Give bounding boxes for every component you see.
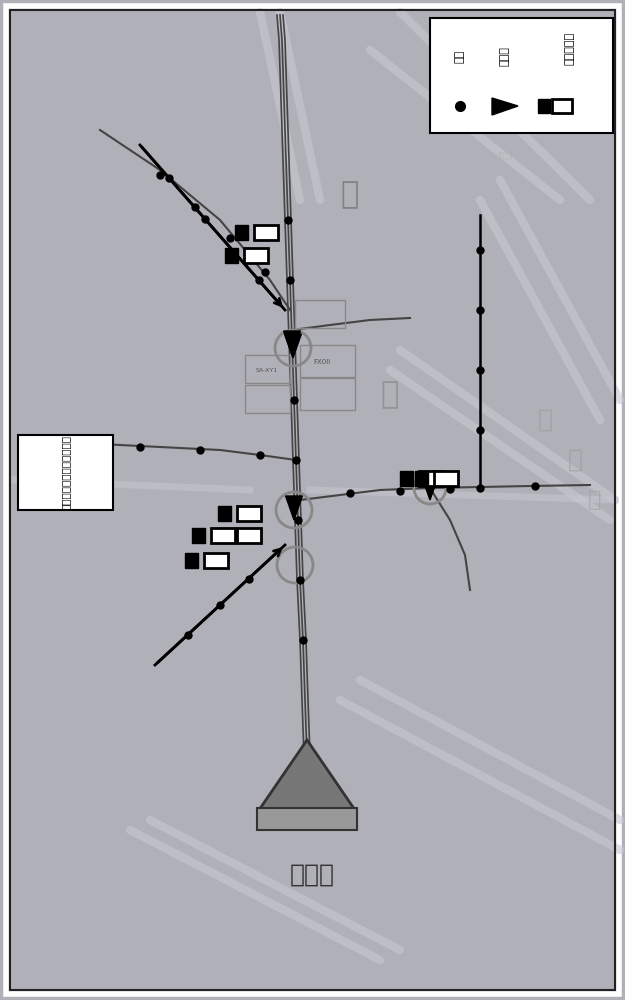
Text: 街: 街: [538, 408, 552, 432]
Bar: [192, 528, 205, 542]
Bar: [18, 435, 113, 510]
Bar: [238, 506, 261, 520]
Polygon shape: [492, 98, 518, 115]
Bar: [254, 225, 278, 239]
Text: 电杆: 电杆: [455, 49, 465, 63]
Text: FX0II: FX0II: [313, 359, 331, 365]
Bar: [245, 385, 290, 413]
Bar: [238, 528, 261, 542]
Bar: [300, 345, 355, 377]
Bar: [300, 378, 355, 410]
Bar: [434, 471, 458, 486]
Polygon shape: [284, 334, 301, 358]
Text: 职: 职: [498, 126, 512, 134]
Bar: [430, 18, 613, 133]
Bar: [218, 528, 231, 542]
Polygon shape: [284, 331, 301, 355]
Bar: [185, 552, 198, 568]
Bar: [245, 355, 290, 383]
Bar: [244, 247, 268, 262]
Polygon shape: [259, 740, 355, 810]
Bar: [257, 808, 357, 830]
Polygon shape: [422, 476, 438, 500]
Text: 路: 路: [568, 448, 582, 472]
Bar: [204, 552, 228, 568]
Text: 变电所: 变电所: [289, 863, 334, 887]
Bar: [415, 471, 428, 486]
Bar: [211, 528, 235, 542]
Text: 功能表: 功能表: [500, 46, 510, 66]
Bar: [552, 99, 572, 113]
Text: SA-XY1: SA-XY1: [256, 367, 278, 372]
Text: 大: 大: [341, 180, 359, 210]
Bar: [235, 225, 248, 239]
Bar: [218, 506, 231, 520]
Bar: [538, 99, 550, 113]
Text: 面: 面: [381, 380, 399, 410]
Text: 容: 容: [588, 490, 602, 510]
Text: 教: 教: [498, 151, 512, 159]
Bar: [400, 471, 413, 486]
Polygon shape: [286, 496, 302, 520]
Text: 电网线路地理图电子模拟板: 电网线路地理图电子模拟板: [61, 435, 71, 510]
Text: 故障指示灯: 故障指示灯: [565, 31, 575, 65]
Bar: [225, 247, 238, 262]
Bar: [419, 471, 443, 486]
Bar: [295, 300, 345, 328]
